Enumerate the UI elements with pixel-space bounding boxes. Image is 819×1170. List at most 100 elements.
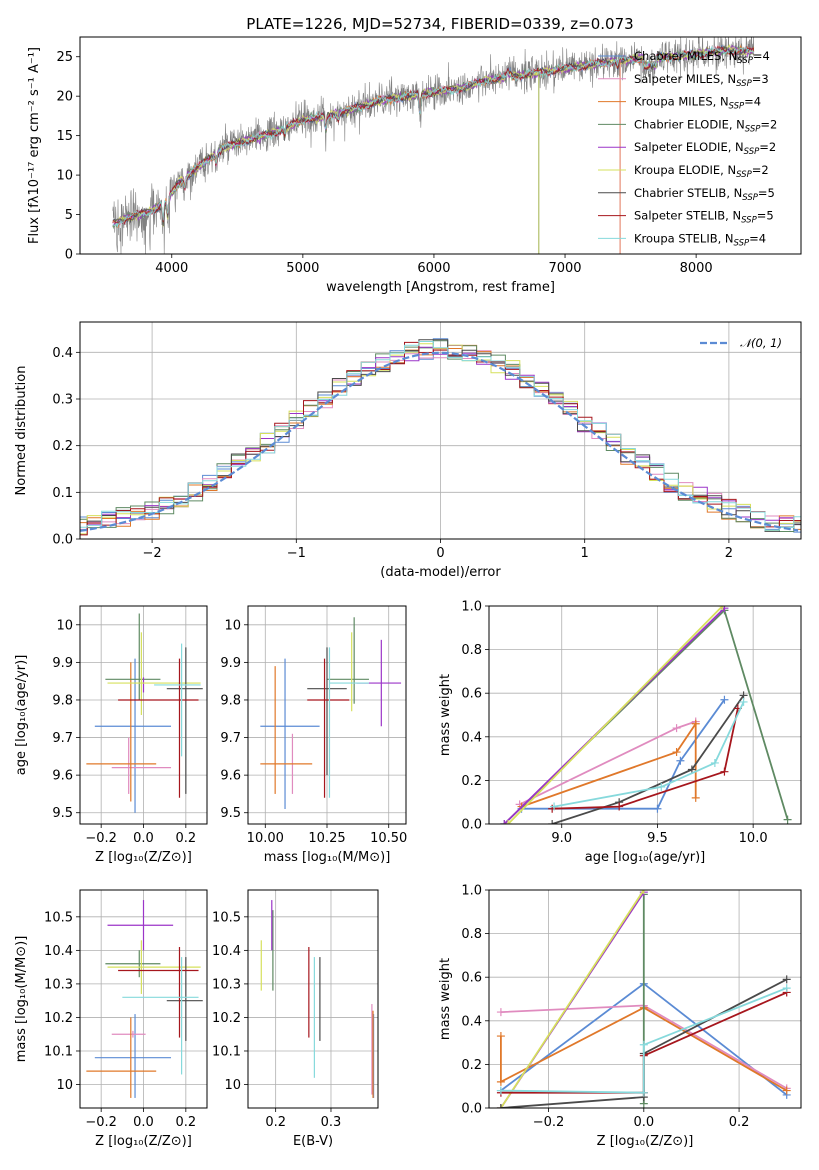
y-tick-label: 9.6 — [52, 769, 73, 784]
errorbar-point — [107, 940, 201, 994]
x-tick-label: −0.2 — [85, 1115, 117, 1130]
residual-histogram — [80, 340, 801, 532]
y-tick-label: 9.8 — [220, 693, 241, 708]
plot-area-weight_vs_age — [500, 606, 792, 824]
errorbar-point — [94, 1014, 172, 1098]
y-tick-label: 0.2 — [461, 774, 482, 789]
y-tick-label: 9.6 — [220, 769, 241, 784]
normal-reference-curve — [80, 351, 799, 532]
legend-label: Chabrier STELIB, NSSP=5 — [634, 186, 775, 203]
legend-label-eq: =4 — [749, 231, 766, 245]
y-axis-label: mass [log₁₀(M/M⊙)] — [14, 936, 29, 1063]
x-tick-label: 7000 — [548, 261, 581, 276]
mass-weight-marker — [657, 782, 666, 791]
x-tick-label: −2 — [143, 546, 162, 561]
errorbar-point — [327, 617, 369, 704]
mass-weight-marker — [720, 767, 729, 776]
errorbar-point — [111, 1030, 146, 1038]
errorbar-point — [105, 613, 161, 700]
y-tick-label: 0.2 — [52, 439, 73, 454]
legend-label-name: Chabrier STELIB, N — [634, 186, 742, 200]
x-tick-label: 9.5 — [647, 831, 668, 846]
y-tick-label: 9.7 — [220, 731, 241, 746]
x-tick-label: 4000 — [155, 261, 188, 276]
mass-weight-marker — [672, 724, 681, 733]
x-tick-label: 0.0 — [133, 1115, 154, 1130]
errorbar-point — [260, 666, 313, 794]
y-tick-label: 0.0 — [461, 818, 482, 833]
y-tick-label: 1.0 — [461, 600, 482, 615]
x-tick-label: 10.50 — [370, 831, 407, 846]
legend-label-sub: SSP — [729, 102, 745, 112]
mass-weight-marker — [496, 1086, 505, 1095]
y-tick-label: 9.7 — [52, 731, 73, 746]
y-tick-label: 0.8 — [461, 643, 482, 658]
x-axis-label: mass [log₁₀(M/M⊙)] — [264, 850, 391, 865]
y-tick-label: 0.1 — [52, 486, 73, 501]
x-axis-label: age [log₁₀(age/yr)] — [585, 850, 706, 865]
axes-age_vs_Z: −0.2 0.0 0.2 9.5 9.6 9.7 9.8 9.9 10 Z [log₁₀(Z/Z⊙… — [14, 605, 208, 865]
legend-label-name: Chabrier MILES, N — [634, 49, 737, 63]
x-tick-label: 2 — [725, 546, 733, 561]
errorbar-point — [166, 647, 203, 794]
legend-label-eq: =4 — [753, 49, 770, 63]
legend-label-name: Salpeter MILES, N — [634, 72, 736, 86]
mass-weight-marker — [710, 758, 719, 767]
errorbar-point — [118, 658, 199, 798]
mass-weight-marker — [691, 793, 700, 802]
y-tick-label: 0 — [65, 248, 73, 263]
plot-area-spectrum — [112, 37, 755, 254]
plot-area-age_vs_Z — [86, 613, 203, 813]
axes-frame — [488, 889, 802, 1109]
y-tick-label: 10.2 — [44, 1011, 73, 1026]
axes-frame — [488, 605, 802, 825]
legend-label-sub: SSP — [737, 56, 753, 66]
mass-weight-line — [500, 890, 645, 1108]
legend-label-sub: SSP — [736, 79, 752, 89]
mass-weight-line — [521, 699, 726, 810]
mass-weight-marker — [782, 1086, 791, 1095]
mass-weight-marker — [496, 1032, 505, 1041]
x-tick-label: −1 — [287, 546, 306, 561]
mass-weight-marker — [639, 1088, 648, 1097]
y-axis-label: Normed distribution — [14, 366, 29, 496]
legend-label-eq: =5 — [757, 209, 774, 223]
legend-label-eq: =2 — [752, 163, 769, 177]
y-tick-label: 10.1 — [44, 1044, 73, 1059]
x-tick-label: 9.0 — [551, 831, 572, 846]
y-tick-label: 9.8 — [52, 693, 73, 708]
legend-label-eq: =2 — [759, 140, 776, 154]
legend-label-name: Salpeter ELODIE, N — [634, 140, 744, 154]
x-tick-label: 0.2 — [175, 1115, 196, 1130]
y-tick-label: 10 — [56, 618, 73, 633]
mass-weight-marker — [496, 1077, 505, 1086]
legend-label-sub: SSP — [745, 124, 761, 134]
legend-label-eq: =4 — [744, 95, 761, 109]
errorbar-point — [260, 658, 320, 809]
y-tick-label: 0.6 — [461, 971, 482, 986]
plot-area-age_vs_mass — [260, 617, 402, 809]
x-tick-label: 8000 — [680, 261, 713, 276]
errorbar-point — [111, 737, 172, 794]
y-tick-label: 0.4 — [461, 730, 482, 745]
x-tick-label: 0.2 — [729, 1115, 750, 1130]
mass-weight-marker — [639, 1040, 648, 1049]
legend-label-sub: SSP — [742, 193, 758, 203]
axes-spectrum: 4000 5000 6000 7000 8000 0 5 10 15 20 25 wavelength… — [27, 15, 802, 295]
chart-title: PLATE=1226, MJD=52734, FIBERID=0339, z=0… — [246, 15, 633, 33]
legend-label: Kroupa MILES, NSSP=4 — [634, 95, 761, 112]
axes-frame — [247, 889, 379, 1109]
y-tick-label: 1.0 — [461, 884, 482, 899]
y-tick-label: 0.0 — [461, 1102, 482, 1117]
axes-residuals: −2 −1 0 1 2 0.0 0.1 0.2 0.3 0.4 (data-model)/error… — [14, 321, 802, 580]
y-tick-label: 10 — [224, 1078, 241, 1093]
errorbar-point — [105, 950, 161, 978]
model-spectrum-line — [112, 46, 755, 228]
x-axis-label: wavelength [Angstrom, rest frame] — [326, 280, 555, 295]
mass-weight-marker — [739, 697, 748, 706]
legend-label: Chabrier ELODIE, NSSP=2 — [634, 117, 777, 134]
mass-weight-marker — [783, 815, 792, 824]
errorbar-point — [328, 647, 369, 798]
mass-weight-line — [507, 606, 724, 824]
